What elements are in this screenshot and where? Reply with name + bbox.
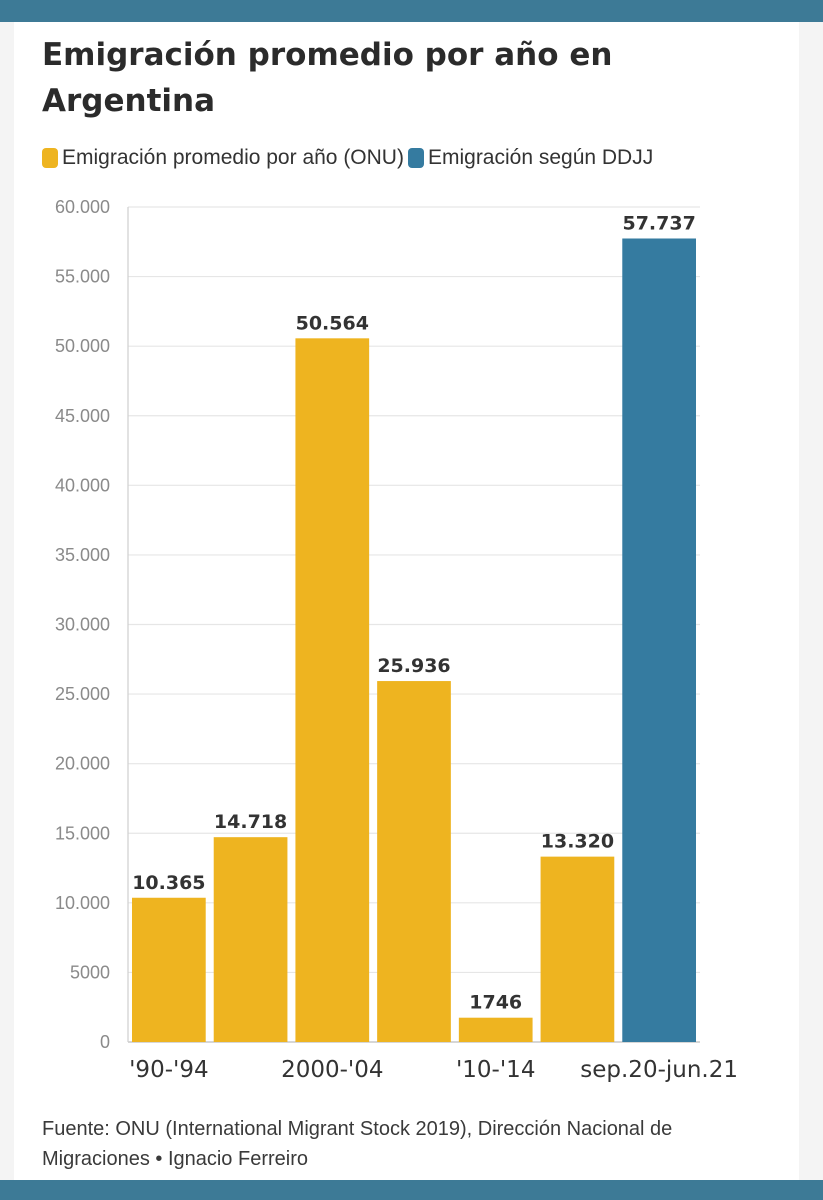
y-tick-label: 55.000 xyxy=(55,267,110,287)
x-tick-label: '10-'14 xyxy=(456,1057,535,1083)
y-tick-label: 15.000 xyxy=(55,823,110,843)
source-note: Fuente: ONU (International Migrant Stock… xyxy=(42,1118,673,1170)
y-tick-label: 0 xyxy=(100,1032,110,1052)
y-tick-label: 60.000 xyxy=(55,197,110,217)
bar xyxy=(295,338,370,1042)
data-label: 1746 xyxy=(469,992,522,1014)
bar-chart: 0 5000 10.000 15.000 20.000 25.000 30.000 35.00… xyxy=(55,197,738,1083)
data-label: 14.718 xyxy=(214,811,287,833)
bar xyxy=(213,837,288,1042)
data-label: 50.564 xyxy=(296,312,369,334)
bar xyxy=(622,238,696,1042)
legend-label-onu: Emigración promedio por año (ONU) xyxy=(62,146,404,169)
y-tick-label: 50.000 xyxy=(55,336,110,356)
data-label: 13.320 xyxy=(541,831,614,853)
y-tick-label: 10.000 xyxy=(55,893,110,913)
y-tick-label: 45.000 xyxy=(55,406,110,426)
right-margin xyxy=(799,22,823,1180)
y-tick-label: 30.000 xyxy=(55,615,110,635)
legend-swatch-onu xyxy=(42,148,58,168)
chart-title: Emigración promedio por año en Argentina xyxy=(42,37,613,119)
y-tick-label: 35.000 xyxy=(55,545,110,565)
y-tick-label: 5000 xyxy=(70,962,110,982)
y-tick-label: 20.000 xyxy=(55,754,110,774)
y-tick-label: 25.000 xyxy=(55,684,110,704)
left-margin xyxy=(0,22,14,1180)
legend-label-ddjj: Emigración según DDJJ xyxy=(427,146,654,169)
legend: Emigración promedio por año (ONU) Emigra… xyxy=(42,144,657,172)
legend-item-ddjj: Emigración según DDJJ xyxy=(407,146,654,170)
bottom-border xyxy=(0,1180,823,1200)
data-label: 10.365 xyxy=(132,872,205,894)
legend-swatch-ddjj xyxy=(407,148,424,168)
bar xyxy=(132,897,206,1042)
x-tick-label: sep.20-jun.21 xyxy=(580,1057,738,1083)
legend-item-onu: Emigración promedio por año (ONU) xyxy=(42,146,404,170)
bar xyxy=(377,681,451,1042)
top-border xyxy=(0,0,823,22)
x-tick-label: 2000-'04 xyxy=(281,1057,383,1083)
y-tick-label: 40.000 xyxy=(55,475,110,495)
x-tick-label: '90-'94 xyxy=(129,1057,208,1083)
data-label: 25.936 xyxy=(377,655,450,677)
data-label: 57.737 xyxy=(622,212,695,234)
bar xyxy=(540,856,615,1042)
bar xyxy=(458,1017,533,1042)
